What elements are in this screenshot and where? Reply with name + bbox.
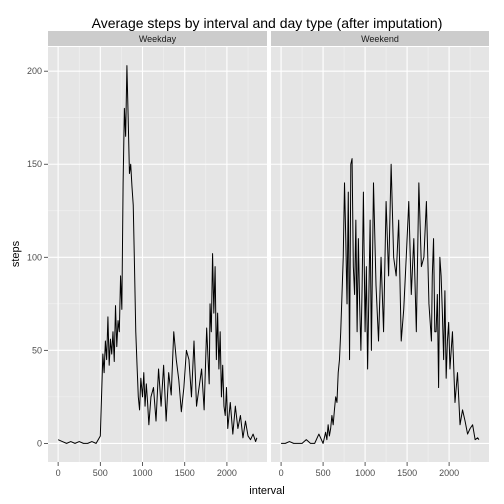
facet-strip bbox=[271, 31, 489, 46]
x-tick-label: 0 bbox=[56, 468, 61, 478]
facet-panel-1: Weekend 0 500 1000 1500 2000 bbox=[271, 31, 489, 478]
x-tick-label: 500 bbox=[93, 468, 108, 478]
facet-panel-0: Weekday 0 500 1000 1500 2000 0 50 100 150 200 bbox=[27, 31, 267, 478]
x-tick-label: 1500 bbox=[175, 468, 195, 478]
x-tick-label: 1000 bbox=[133, 468, 153, 478]
x-tick-label: 1000 bbox=[355, 468, 375, 478]
x-tick-label: 500 bbox=[316, 468, 331, 478]
facet-strip-label: Weekend bbox=[361, 34, 399, 44]
facet-strip-label: Weekday bbox=[139, 34, 177, 44]
series-line-weekend bbox=[281, 158, 480, 444]
y-tick-label: 100 bbox=[27, 252, 42, 262]
x-tick-label: 1500 bbox=[397, 468, 417, 478]
y-tick-label: 50 bbox=[32, 345, 42, 355]
facet-strip bbox=[48, 31, 267, 46]
x-tick-label: 0 bbox=[279, 468, 284, 478]
y-tick-label: 0 bbox=[37, 438, 42, 448]
x-tick-label: 2000 bbox=[217, 468, 237, 478]
series-line-weekday bbox=[57, 65, 258, 444]
y-tick-label: 200 bbox=[27, 66, 42, 76]
facet-panels: Weekday 0 500 1000 1500 2000 0 50 100 150 200 Weeke… bbox=[27, 31, 489, 478]
x-tick-label: 2000 bbox=[439, 468, 459, 478]
chart-title: Average steps by interval and day type (… bbox=[92, 15, 443, 31]
y-axis-title: steps bbox=[10, 240, 22, 267]
y-tick-label: 150 bbox=[27, 159, 42, 169]
x-axis-title: interval bbox=[249, 485, 284, 497]
panel-background bbox=[271, 47, 489, 462]
